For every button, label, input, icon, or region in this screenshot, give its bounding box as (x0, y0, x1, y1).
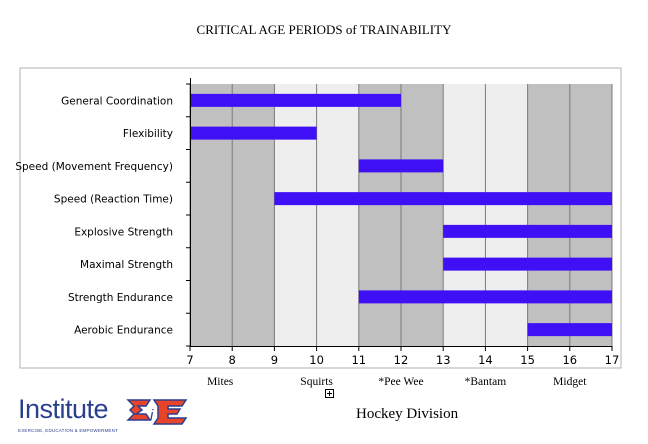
bar-1 (190, 126, 317, 140)
x-tick-label-10: 17 (605, 353, 620, 367)
logo-text: Institute (18, 394, 109, 424)
x-tick-label-2: 9 (271, 353, 278, 367)
category-label-6: Strength Endurance (68, 292, 173, 304)
logo-mark-icon: i (126, 399, 188, 425)
svg-text:i: i (150, 407, 154, 424)
division-label-0: Mites (207, 376, 234, 388)
bar-2 (358, 159, 444, 173)
category-label-0: General Coordination (61, 95, 173, 107)
x-tick-label-7: 14 (478, 353, 493, 367)
division-title: Hockey Division (356, 406, 459, 422)
x-tick-label-5: 12 (394, 353, 409, 367)
division-label-3: *Bantam (464, 376, 507, 388)
expand-icon[interactable] (325, 389, 334, 398)
category-label-3: Speed (Reaction Time) (54, 194, 173, 206)
x-tick-label-1: 8 (229, 353, 236, 367)
bar-7 (527, 323, 612, 337)
x-tick-label-0: 7 (186, 353, 193, 367)
bar-3 (274, 192, 612, 206)
division-label-1: Squirts (300, 376, 333, 388)
category-label-4: Explosive Strength (74, 226, 173, 238)
category-label-7: Aerobic Endurance (74, 325, 173, 337)
category-label-2: Speed (Movement Frequency) (15, 161, 173, 173)
division-label-4: Midget (553, 376, 587, 388)
bar-4 (443, 224, 612, 238)
bar-6 (358, 290, 612, 304)
institute-logo: Institute i EXERCISE, EDUCATION & EMPOWE… (18, 394, 198, 440)
x-axis: 7 8 9 10 11 12 13 14 15 16 17 (186, 78, 619, 367)
x-tick-label-9: 16 (562, 353, 577, 367)
bar-0 (190, 93, 401, 107)
x-tick-label-6: 13 (436, 353, 451, 367)
bar-5 (443, 257, 612, 271)
category-label-5: Maximal Strength (80, 259, 173, 271)
x-tick-label-3: 10 (309, 353, 324, 367)
category-labels: General Coordination Flexibility Speed (Mo… (15, 95, 173, 336)
x-tick-label-8: 15 (520, 353, 535, 367)
division-label-2: *Pee Wee (378, 376, 424, 388)
category-label-1: Flexibility (123, 128, 173, 140)
x-tick-label-4: 11 (351, 353, 366, 367)
page-title: CRITICAL AGE PERIODS of TRAINABILITY (196, 22, 452, 37)
logo-tagline: EXERCISE, EDUCATION & EMPOWERMENT (18, 428, 119, 433)
bars (190, 93, 612, 337)
